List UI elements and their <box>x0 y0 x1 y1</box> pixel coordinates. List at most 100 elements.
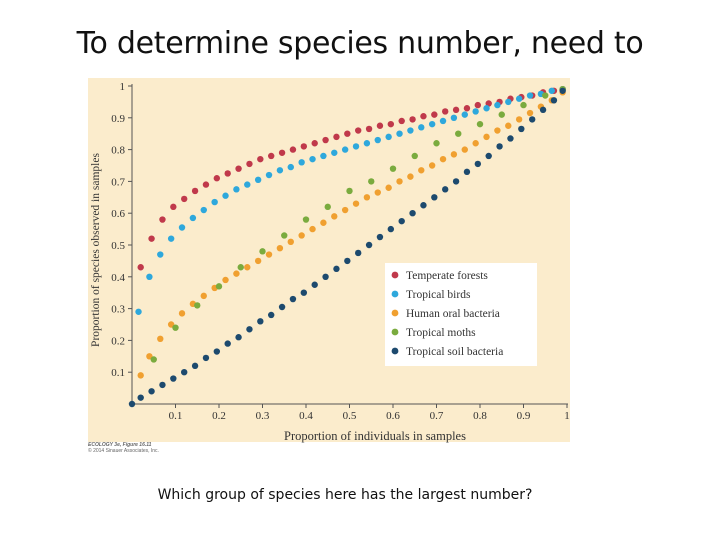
question-text: Which group of species here has the larg… <box>157 487 533 503</box>
point-tropical-moths <box>194 302 201 309</box>
point-tropical-moths <box>498 111 505 118</box>
data-points <box>128 85 566 408</box>
point-tropical-soil-bacteria <box>485 152 492 160</box>
y-axis-label: Proportion of species observed in sample… <box>90 153 102 347</box>
point-tropical-soil-bacteria <box>213 348 221 355</box>
point-tropical-moths <box>281 232 288 239</box>
point-tropical-birds <box>167 235 175 242</box>
point-tropical-soil-bacteria <box>376 233 384 241</box>
x-tick-group: 0.1 0.2 0.3 0.4 0.5 0.6 0.7 0.8 0.9 1 <box>169 404 570 422</box>
point-tropical-soil-bacteria <box>202 354 210 362</box>
point-tropical-birds <box>265 171 273 179</box>
point-temperate-forests <box>409 116 416 123</box>
x-tick-label: 0.9 <box>517 410 531 422</box>
point-temperate-forests <box>268 152 275 160</box>
point-tropical-soil-bacteria <box>246 326 253 333</box>
point-temperate-forests <box>235 165 242 172</box>
point-tropical-soil-bacteria <box>148 388 155 395</box>
point-temperate-forests <box>344 130 351 137</box>
point-human-oral-bacteria <box>137 372 144 379</box>
point-tropical-soil-bacteria <box>333 265 340 273</box>
point-tropical-moths <box>389 165 397 172</box>
point-human-oral-bacteria <box>515 116 523 123</box>
point-tropical-soil-bacteria <box>452 178 460 185</box>
y-tick-label: 0.3 <box>111 304 125 316</box>
point-human-oral-bacteria <box>483 133 490 141</box>
point-temperate-forests <box>278 149 286 156</box>
point-human-oral-bacteria <box>298 232 305 239</box>
point-temperate-forests <box>257 155 264 163</box>
point-human-oral-bacteria <box>287 238 294 246</box>
point-temperate-forests <box>246 160 253 168</box>
point-human-oral-bacteria <box>494 127 501 134</box>
point-human-oral-bacteria <box>428 162 436 169</box>
point-tropical-moths <box>150 356 157 363</box>
point-tropical-soil-bacteria <box>398 217 405 225</box>
x-tick-label: 0.4 <box>299 410 313 422</box>
point-tropical-moths <box>542 92 549 99</box>
point-tropical-soil-bacteria <box>496 143 503 150</box>
legend: Temperate forests Tropical birds Human ora… <box>385 263 537 366</box>
point-tropical-moths <box>411 152 418 160</box>
point-human-oral-bacteria <box>385 184 392 191</box>
y-tick-label: 1 <box>120 81 126 93</box>
point-tropical-birds <box>472 108 479 115</box>
point-human-oral-bacteria <box>157 335 164 343</box>
point-tropical-birds <box>254 176 262 184</box>
figure-credit-line: ECOLOGY 3e, Figure 16.11 <box>88 442 152 448</box>
point-human-oral-bacteria <box>472 140 479 147</box>
point-tropical-birds <box>418 124 425 131</box>
point-tropical-birds <box>385 133 392 141</box>
point-tropical-soil-bacteria <box>420 202 427 209</box>
point-temperate-forests <box>224 170 231 177</box>
point-tropical-soil-bacteria <box>507 135 514 142</box>
point-tropical-birds <box>526 92 534 99</box>
x-tick-label: 0.3 <box>256 410 270 422</box>
point-temperate-forests <box>365 125 373 133</box>
point-temperate-forests <box>159 216 166 223</box>
point-tropical-birds <box>309 155 316 163</box>
point-temperate-forests <box>289 146 297 153</box>
point-tropical-moths <box>433 140 440 147</box>
point-tropical-birds <box>331 149 338 156</box>
point-tropical-birds <box>222 192 229 199</box>
point-temperate-forests <box>170 203 177 211</box>
point-human-oral-bacteria <box>244 264 251 271</box>
point-human-oral-bacteria <box>352 200 360 207</box>
point-tropical-birds <box>287 163 294 171</box>
y-tick-label: 0.6 <box>111 208 125 220</box>
point-temperate-forests <box>387 120 395 128</box>
point-tropical-birds <box>320 152 327 160</box>
point-tropical-soil-bacteria <box>268 311 275 319</box>
point-tropical-soil-bacteria <box>431 194 438 201</box>
point-tropical-birds <box>548 87 555 94</box>
y-tick-label: 0.8 <box>111 145 125 157</box>
point-temperate-forests <box>213 175 221 182</box>
x-tick-label: 0.8 <box>473 410 487 422</box>
point-tropical-birds <box>233 186 240 193</box>
point-temperate-forests <box>300 143 308 150</box>
point-tropical-birds <box>298 159 305 166</box>
point-tropical-soil-bacteria <box>463 168 471 176</box>
point-temperate-forests <box>463 105 471 112</box>
point-temperate-forests <box>452 106 460 114</box>
x-tick-label: 1 <box>564 410 570 422</box>
point-human-oral-bacteria <box>396 178 403 185</box>
legend-label-temperate-forests: Temperate forests <box>406 270 488 282</box>
point-human-oral-bacteria <box>265 251 273 258</box>
point-tropical-moths <box>172 324 179 331</box>
point-tropical-birds <box>396 130 403 137</box>
point-tropical-birds <box>211 198 218 206</box>
point-tropical-soil-bacteria <box>344 257 351 265</box>
point-tropical-birds <box>461 111 468 118</box>
point-tropical-birds <box>178 224 186 231</box>
point-tropical-birds <box>135 308 142 315</box>
point-tropical-birds <box>483 105 490 112</box>
point-temperate-forests <box>442 108 449 115</box>
point-tropical-moths <box>476 120 484 128</box>
point-temperate-forests <box>322 136 329 144</box>
point-human-oral-bacteria <box>222 276 229 284</box>
point-human-oral-bacteria <box>233 270 240 277</box>
point-tropical-birds <box>341 146 349 153</box>
point-tropical-birds <box>374 136 381 144</box>
